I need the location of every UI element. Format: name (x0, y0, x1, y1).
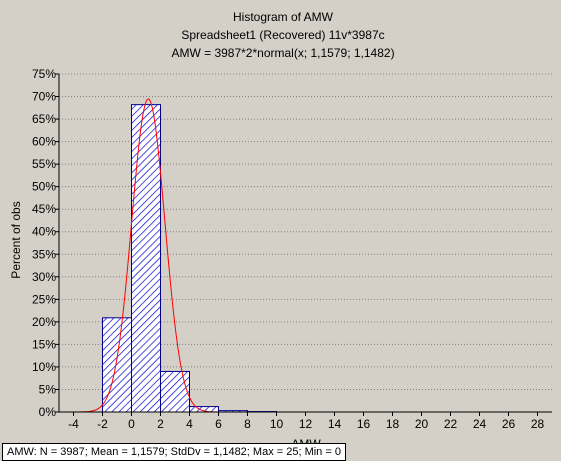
chart-subtitle: Spreadsheet1 (Recovered) 11v*3987c (181, 28, 384, 42)
chart-title: Histogram of AMW (233, 10, 334, 24)
y-tick-label: 0% (39, 405, 57, 419)
y-tick-label: 75% (32, 67, 56, 81)
axes (55, 73, 552, 416)
grid-lines (59, 73, 552, 390)
y-tick-label: 70% (32, 90, 56, 104)
histogram-bar (160, 370, 190, 413)
y-tick-label: 25% (32, 292, 56, 306)
x-tick-label: 8 (244, 417, 251, 431)
x-tick-label: 28 (531, 417, 545, 431)
x-tick-label: 26 (502, 417, 516, 431)
x-tick-label: 0 (128, 417, 135, 431)
x-tick-label: 12 (299, 417, 313, 431)
y-tick-label: 45% (32, 202, 56, 216)
y-tick-label: 65% (32, 112, 56, 126)
y-tick-label: 55% (32, 157, 56, 171)
y-tick-labels: 0% 5% 10% 15% 20% 25% 30% 35% 40% 45% 50% 55% 60% 65%… (32, 67, 56, 419)
y-tick-label: 35% (32, 247, 56, 261)
y-tick-label: 15% (32, 337, 56, 351)
stats-footer: AMW: N = 3987; Mean = 1,1579; StdDv = 1,… (2, 443, 346, 461)
x-tick-label: 18 (386, 417, 400, 431)
y-tick-label: 60% (32, 135, 56, 149)
histogram-bar (131, 104, 161, 413)
y-tick-label: 10% (32, 360, 56, 374)
y-tick-label: 40% (32, 225, 56, 239)
x-tick-label: 4 (186, 417, 193, 431)
x-tick-label: 6 (215, 417, 222, 431)
x-tick-label: -2 (97, 417, 108, 431)
x-tick-label: 2 (157, 417, 164, 431)
x-tick-label: 16 (357, 417, 371, 431)
y-tick-label: 20% (32, 315, 56, 329)
fit-formula: AMW = 3987*2*normal(x; 1,1579; 1,1482) (171, 46, 394, 60)
y-tick-label: 5% (39, 382, 57, 396)
x-tick-label: 10 (270, 417, 284, 431)
x-tick-label: 22 (444, 417, 458, 431)
y-axis-label: Percent of obs (9, 201, 23, 278)
x-tick-label: 24 (473, 417, 487, 431)
x-tick-label: -4 (68, 417, 79, 431)
x-tick-label: 20 (415, 417, 429, 431)
x-tick-labels: -4 -2 0 2 4 6 8 10 12 14 16 18 20 22 24 26 28 (68, 417, 544, 431)
y-tick-label: 50% (32, 180, 56, 194)
x-tick-label: 14 (328, 417, 342, 431)
y-tick-label: 30% (32, 270, 56, 284)
